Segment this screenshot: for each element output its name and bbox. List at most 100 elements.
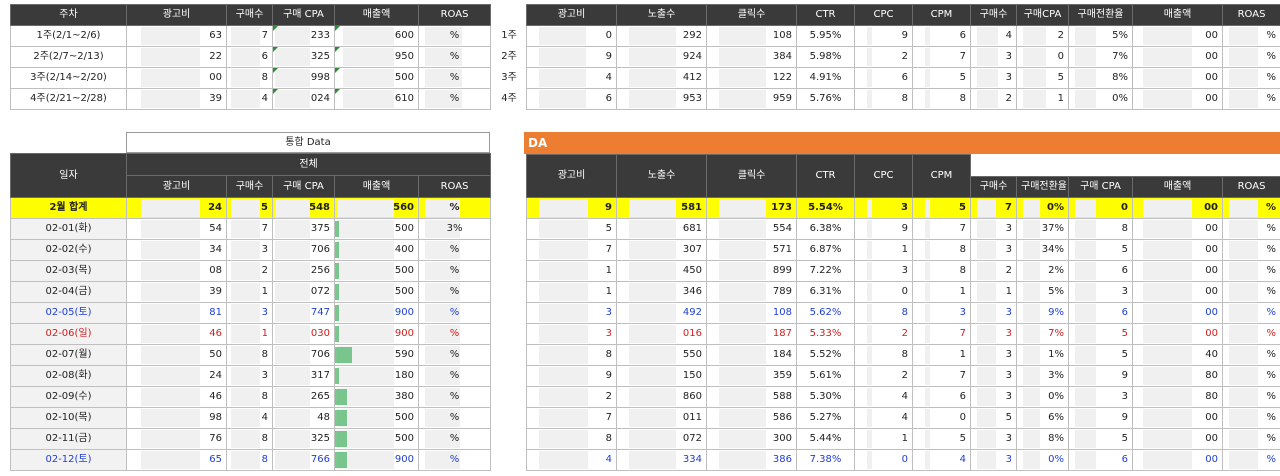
roas-cell[interactable]: %	[417, 323, 492, 345]
roas-cell[interactable]: %	[417, 281, 492, 303]
date-cell[interactable]: 02-06(일)	[10, 323, 127, 345]
ctr-cell[interactable]: 5.61%	[796, 365, 855, 387]
revenue-cell[interactable]: 950	[334, 46, 419, 68]
roas-cell[interactable]: %	[417, 344, 492, 366]
purchases-cell[interactable]: 3	[970, 302, 1017, 324]
purchases-cell[interactable]: 3	[970, 449, 1017, 471]
ctr-cell[interactable]: 6.38%	[796, 218, 855, 240]
cpa-cell[interactable]: 706	[272, 239, 335, 261]
cost-cell[interactable]: 3	[526, 302, 617, 324]
cost-cell[interactable]: 39	[126, 281, 227, 303]
revenue-cell[interactable]: 80	[1132, 365, 1223, 387]
revenue-cell[interactable]: 500	[334, 260, 419, 282]
cpa-cell[interactable]: 072	[272, 281, 335, 303]
cost-cell[interactable]: 63	[126, 25, 227, 47]
cpa-cell[interactable]: 706	[272, 344, 335, 366]
ctr-cell[interactable]: 6.87%	[796, 239, 855, 261]
cpa-cell[interactable]: 1	[1016, 88, 1069, 110]
revenue-cell[interactable]: 900	[334, 302, 419, 324]
cpc-cell[interactable]: 2	[854, 46, 913, 68]
clicks-cell[interactable]: 187	[706, 323, 797, 345]
roas-cell[interactable]: %	[418, 88, 491, 110]
conversion-rate-cell[interactable]: 7%	[1068, 46, 1133, 68]
cpa-cell[interactable]: 3	[1068, 386, 1133, 408]
revenue-cell[interactable]: 00	[1132, 88, 1223, 110]
conversion-rate-cell[interactable]: 37%	[1016, 218, 1069, 240]
ctr-cell[interactable]: 5.54%	[796, 197, 855, 219]
ctr-cell[interactable]: 6.31%	[796, 281, 855, 303]
cpc-cell[interactable]: 9	[854, 218, 913, 240]
cpa-cell[interactable]: 5	[1068, 344, 1133, 366]
date-cell[interactable]: 02-07(월)	[10, 344, 127, 366]
purchases-cell[interactable]: 3	[226, 239, 273, 261]
cpa-cell[interactable]: 317	[272, 365, 335, 387]
conversion-rate-cell[interactable]: 2%	[1016, 260, 1069, 282]
purchases-cell[interactable]: 8	[226, 67, 273, 89]
cost-cell[interactable]: 24	[126, 197, 227, 219]
purchases-cell[interactable]: 3	[970, 67, 1017, 89]
cpc-cell[interactable]: 2	[854, 365, 913, 387]
cost-cell[interactable]: 4	[526, 67, 617, 89]
revenue-cell[interactable]: 380	[334, 386, 419, 408]
roas-cell[interactable]: %	[417, 407, 492, 429]
clicks-cell[interactable]: 554	[706, 218, 797, 240]
clicks-cell[interactable]: 586	[706, 407, 797, 429]
cpa-cell[interactable]: 766	[272, 449, 335, 471]
roas-cell[interactable]: %	[1221, 365, 1280, 387]
revenue-cell[interactable]: 00	[1132, 239, 1223, 261]
roas-cell[interactable]: %	[1222, 88, 1280, 110]
purchases-cell[interactable]: 2	[970, 88, 1017, 110]
cpa-cell[interactable]: 024	[272, 88, 335, 110]
cpm-cell[interactable]: 4	[912, 449, 971, 471]
cpc-cell[interactable]: 9	[854, 25, 913, 47]
purchases-cell[interactable]: 3	[970, 344, 1017, 366]
conversion-rate-cell[interactable]: 8%	[1016, 428, 1069, 450]
purchases-cell[interactable]: 3	[970, 323, 1017, 345]
cpm-cell[interactable]: 1	[912, 281, 971, 303]
purchases-cell[interactable]: 7	[226, 25, 273, 47]
revenue-cell[interactable]: 00	[1132, 302, 1223, 324]
cost-cell[interactable]: 1	[526, 281, 617, 303]
clicks-cell[interactable]: 173	[706, 197, 797, 219]
cpa-cell[interactable]: 325	[272, 46, 335, 68]
purchases-cell[interactable]: 1	[970, 281, 1017, 303]
purchases-cell[interactable]: 1	[226, 323, 273, 345]
revenue-cell[interactable]: 180	[334, 365, 419, 387]
cost-cell[interactable]: 5	[526, 218, 617, 240]
conversion-rate-cell[interactable]: 5%	[1068, 25, 1133, 47]
cpa-cell[interactable]: 9	[1068, 407, 1133, 429]
clicks-cell[interactable]: 108	[706, 25, 797, 47]
date-cell[interactable]: 2월 합계	[10, 197, 127, 219]
purchases-cell[interactable]: 3	[970, 46, 1017, 68]
week-label-cell[interactable]: 3주(2/14~2/20)	[10, 67, 127, 89]
roas-cell[interactable]: %	[417, 449, 492, 471]
cpm-cell[interactable]: 7	[912, 323, 971, 345]
revenue-cell[interactable]: 00	[1132, 25, 1223, 47]
clicks-cell[interactable]: 108	[706, 302, 797, 324]
purchases-cell[interactable]: 3	[970, 218, 1017, 240]
conversion-rate-cell[interactable]: 1%	[1016, 344, 1069, 366]
revenue-cell[interactable]: 500	[334, 407, 419, 429]
roas-cell[interactable]: 3%	[417, 218, 492, 240]
cpm-cell[interactable]: 8	[912, 260, 971, 282]
conversion-rate-cell[interactable]: 9%	[1016, 302, 1069, 324]
cpa-cell[interactable]: 030	[272, 323, 335, 345]
clicks-cell[interactable]: 359	[706, 365, 797, 387]
cpc-cell[interactable]: 0	[854, 449, 913, 471]
cost-cell[interactable]: 46	[126, 323, 227, 345]
cost-cell[interactable]: 4	[526, 449, 617, 471]
cost-cell[interactable]: 9	[526, 46, 617, 68]
ctr-cell[interactable]: 5.76%	[796, 88, 855, 110]
roas-cell[interactable]: %	[1221, 302, 1280, 324]
cpa-cell[interactable]: 0	[1016, 46, 1069, 68]
impressions-cell[interactable]: 550	[616, 344, 707, 366]
roas-cell[interactable]: %	[1221, 281, 1280, 303]
date-cell[interactable]: 02-10(목)	[10, 407, 127, 429]
revenue-cell[interactable]: 00	[1132, 260, 1223, 282]
cpa-cell[interactable]: 265	[272, 386, 335, 408]
cpc-cell[interactable]: 6	[854, 67, 913, 89]
clicks-cell[interactable]: 899	[706, 260, 797, 282]
purchases-cell[interactable]: 6	[226, 46, 273, 68]
clicks-cell[interactable]: 386	[706, 449, 797, 471]
conversion-rate-cell[interactable]: 0%	[1016, 449, 1069, 471]
